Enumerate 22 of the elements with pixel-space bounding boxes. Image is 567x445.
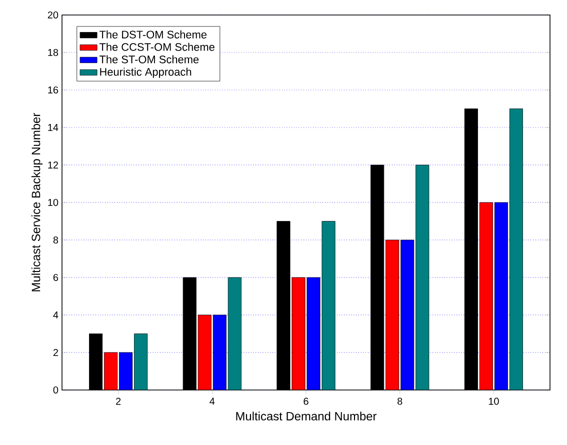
legend-label: The ST-OM Scheme [99, 55, 199, 64]
x-tick-label: 4 [210, 398, 215, 405]
y-tick-label: 16 [48, 86, 58, 94]
legend-label: The CCST-OM Scheme [99, 42, 214, 51]
x-tick-label: 2 [116, 398, 121, 405]
y-tick-label: 20 [48, 11, 58, 19]
legend-label: Heuristic Approach [100, 68, 192, 78]
y-axis-title: Multicast Service Backup Number [31, 113, 43, 292]
x-tick-label: 8 [398, 398, 402, 405]
y-tick-label: 12 [48, 162, 58, 168]
legend-label: The DST-OM Scheme [99, 30, 207, 38]
y-tick-label: 6 [53, 274, 58, 282]
x-axis-title: Multicast Demand Number [236, 412, 377, 420]
y-tick-label: 8 [53, 236, 58, 244]
y-tick-label: 18 [48, 48, 58, 56]
y-tick-label: 2 [53, 349, 58, 356]
x-tick-label: 6 [304, 398, 308, 405]
y-tick-label: 10 [48, 198, 58, 206]
x-tick-label: 10 [488, 398, 499, 405]
y-tick-label: 4 [53, 312, 58, 318]
y-tick-label: 0 [53, 386, 58, 394]
y-tick-label: 14 [48, 124, 58, 131]
